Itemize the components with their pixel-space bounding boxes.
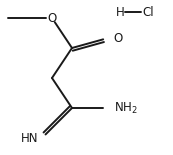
Text: Cl: Cl — [142, 5, 154, 18]
Text: H: H — [116, 5, 124, 18]
Text: O: O — [47, 11, 57, 24]
Text: HN: HN — [20, 131, 38, 144]
Text: NH$_2$: NH$_2$ — [114, 100, 138, 115]
Text: O: O — [113, 31, 122, 44]
